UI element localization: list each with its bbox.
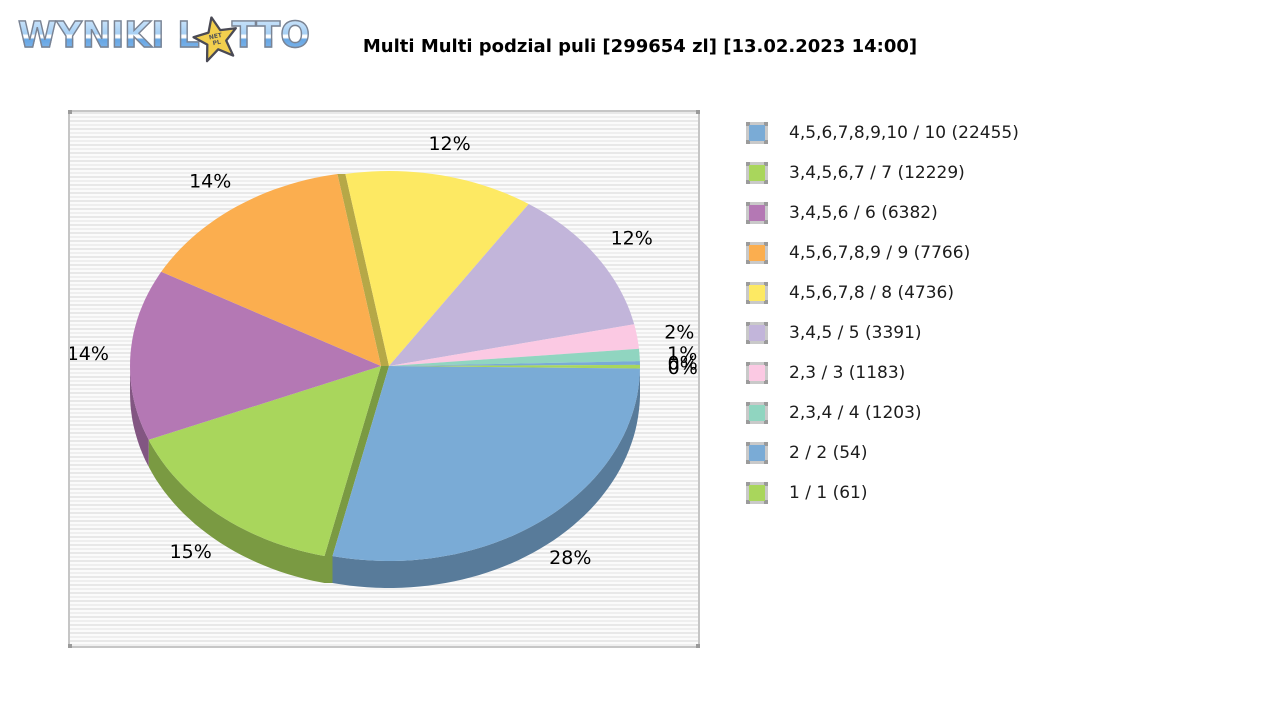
legend-label: 2,3 / 3 (1183) xyxy=(789,363,906,383)
legend-item-9: 1 / 1 (61) xyxy=(746,482,1019,504)
svg-text:NET: NET xyxy=(208,32,223,42)
legend-label: 3,4,5 / 5 (3391) xyxy=(789,323,922,343)
panel-corner xyxy=(696,644,700,648)
legend-swatch xyxy=(746,442,768,464)
legend-swatch xyxy=(746,402,768,424)
legend-swatch xyxy=(746,482,768,504)
pie-slice-8 xyxy=(389,361,640,366)
page-title: Multi Multi podzial puli [299654 zl] [13… xyxy=(362,36,918,57)
pie-slice-4 xyxy=(345,171,529,366)
pie-slice-7 xyxy=(389,348,640,366)
pie-percent-label-8: 0% xyxy=(668,353,698,375)
legend-swatch-fill xyxy=(749,325,765,341)
legend-swatch xyxy=(746,122,768,144)
pie-gap-wall-bottom xyxy=(324,366,389,583)
panel-corner xyxy=(68,110,72,114)
legend-label: 1 / 1 (61) xyxy=(789,483,868,503)
legend-label: 4,5,6,7,8,9,10 / 10 (22455) xyxy=(789,123,1019,143)
panel-corner xyxy=(696,110,700,114)
chart-panel: 12% 12% 2% 1% 0% 0% 28% 15% 14% 14% xyxy=(68,110,700,648)
chart-legend: 4,5,6,7,8,9,10 / 10 (22455) 3,4,5,6,7 / 7… xyxy=(746,122,1019,522)
legend-swatch-fill xyxy=(749,245,765,261)
legend-item-8: 2 / 2 (54) xyxy=(746,442,1019,464)
legend-swatch xyxy=(746,322,768,344)
pie-slice-3 xyxy=(161,174,381,366)
logo-word-wyniki: WYNIKI xyxy=(17,15,165,56)
pie-slice-5 xyxy=(389,204,635,366)
pie-percent-label-2: 14% xyxy=(70,343,109,365)
logo-word-tto: TTO xyxy=(231,15,311,56)
pie-slice-9 xyxy=(389,364,640,369)
svg-text:PL: PL xyxy=(212,39,222,48)
legend-item-6: 2,3 / 3 (1183) xyxy=(746,362,1019,384)
legend-swatch xyxy=(746,202,768,224)
legend-label: 3,4,5,6 / 6 (6382) xyxy=(789,203,938,223)
legend-label: 3,4,5,6,7 / 7 (12229) xyxy=(789,163,965,183)
pie-percent-label-9: 0% xyxy=(668,357,698,379)
legend-item-5: 3,4,5 / 5 (3391) xyxy=(746,322,1019,344)
legend-swatch-fill xyxy=(749,165,765,181)
legend-swatch-fill xyxy=(749,205,765,221)
pie-rim-1 xyxy=(148,439,325,583)
legend-label: 2,3,4 / 4 (1203) xyxy=(789,403,922,423)
legend-item-1: 3,4,5,6,7 / 7 (12229) xyxy=(746,162,1019,184)
pie-percent-label-6: 2% xyxy=(664,321,694,343)
legend-swatch-fill xyxy=(749,445,765,461)
legend-swatch-fill xyxy=(749,365,765,381)
legend-swatch xyxy=(746,362,768,384)
pie-percent-label-7: 1% xyxy=(667,343,697,365)
legend-swatch-fill xyxy=(749,485,765,501)
legend-swatch xyxy=(746,282,768,304)
legend-swatch xyxy=(746,242,768,264)
pie-slice-0 xyxy=(332,366,640,561)
pie-chart: 12% 12% 2%1%0%0% 28% 15% 14% 14% xyxy=(70,133,698,588)
pie-rim-0 xyxy=(332,368,640,588)
pie-percent-label-0: 28% xyxy=(549,547,591,569)
legend-swatch-fill xyxy=(749,405,765,421)
pie-percent-label-1: 15% xyxy=(170,541,212,563)
legend-item-7: 2,3,4 / 4 (1203) xyxy=(746,402,1019,424)
logo-word-l: L xyxy=(177,15,201,56)
wyniki-lotto-logo: WYNIKI L NET PL TTO xyxy=(17,12,311,63)
logo-star-icon: NET PL xyxy=(192,16,237,63)
legend-swatch xyxy=(746,162,768,184)
legend-item-2: 3,4,5,6 / 6 (6382) xyxy=(746,202,1019,224)
pie-slice-2 xyxy=(130,271,381,440)
pie-slice-1 xyxy=(148,366,381,556)
pie-gap-wall-top xyxy=(337,174,389,366)
legend-label: 4,5,6,7,8,9 / 9 (7766) xyxy=(789,243,971,263)
panel-corner xyxy=(68,644,72,648)
pie-slice-6 xyxy=(389,324,639,366)
legend-item-0: 4,5,6,7,8,9,10 / 10 (22455) xyxy=(746,122,1019,144)
legend-label: 2 / 2 (54) xyxy=(789,443,868,463)
pie-percent-label-5: 12% xyxy=(611,228,653,250)
legend-swatch-fill xyxy=(749,125,765,141)
pie-percent-label-3: 14% xyxy=(189,170,231,192)
legend-item-4: 4,5,6,7,8 / 8 (4736) xyxy=(746,282,1019,304)
pie-rim-2 xyxy=(130,366,149,467)
legend-label: 4,5,6,7,8 / 8 (4736) xyxy=(789,283,954,303)
legend-swatch-fill xyxy=(749,285,765,301)
legend-item-3: 4,5,6,7,8,9 / 9 (7766) xyxy=(746,242,1019,264)
pie-percent-label-4: 12% xyxy=(428,133,470,155)
